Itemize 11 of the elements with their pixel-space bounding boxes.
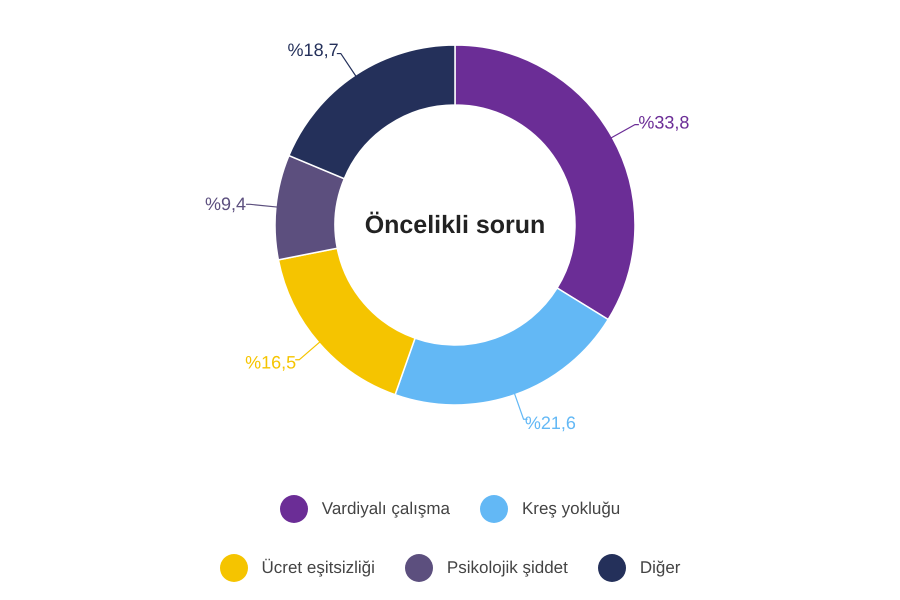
data-label: %33,8 <box>638 112 690 133</box>
data-label: %18,7 <box>288 40 339 60</box>
data-label: %16,5 <box>245 352 296 372</box>
legend-label: Psikolojik şiddet <box>446 557 568 579</box>
legend-label: Ücret eşitsizliği <box>260 557 375 579</box>
data-label: %9,4 <box>205 194 246 214</box>
data-label: %21,6 <box>524 413 576 434</box>
legend-label: Vardiyalı çalışma <box>320 498 450 520</box>
legend-label: Kreş yokluğu <box>520 498 620 520</box>
legend-label: Diğer <box>638 557 680 579</box>
text: Öncelikli sorun <box>364 210 546 240</box>
